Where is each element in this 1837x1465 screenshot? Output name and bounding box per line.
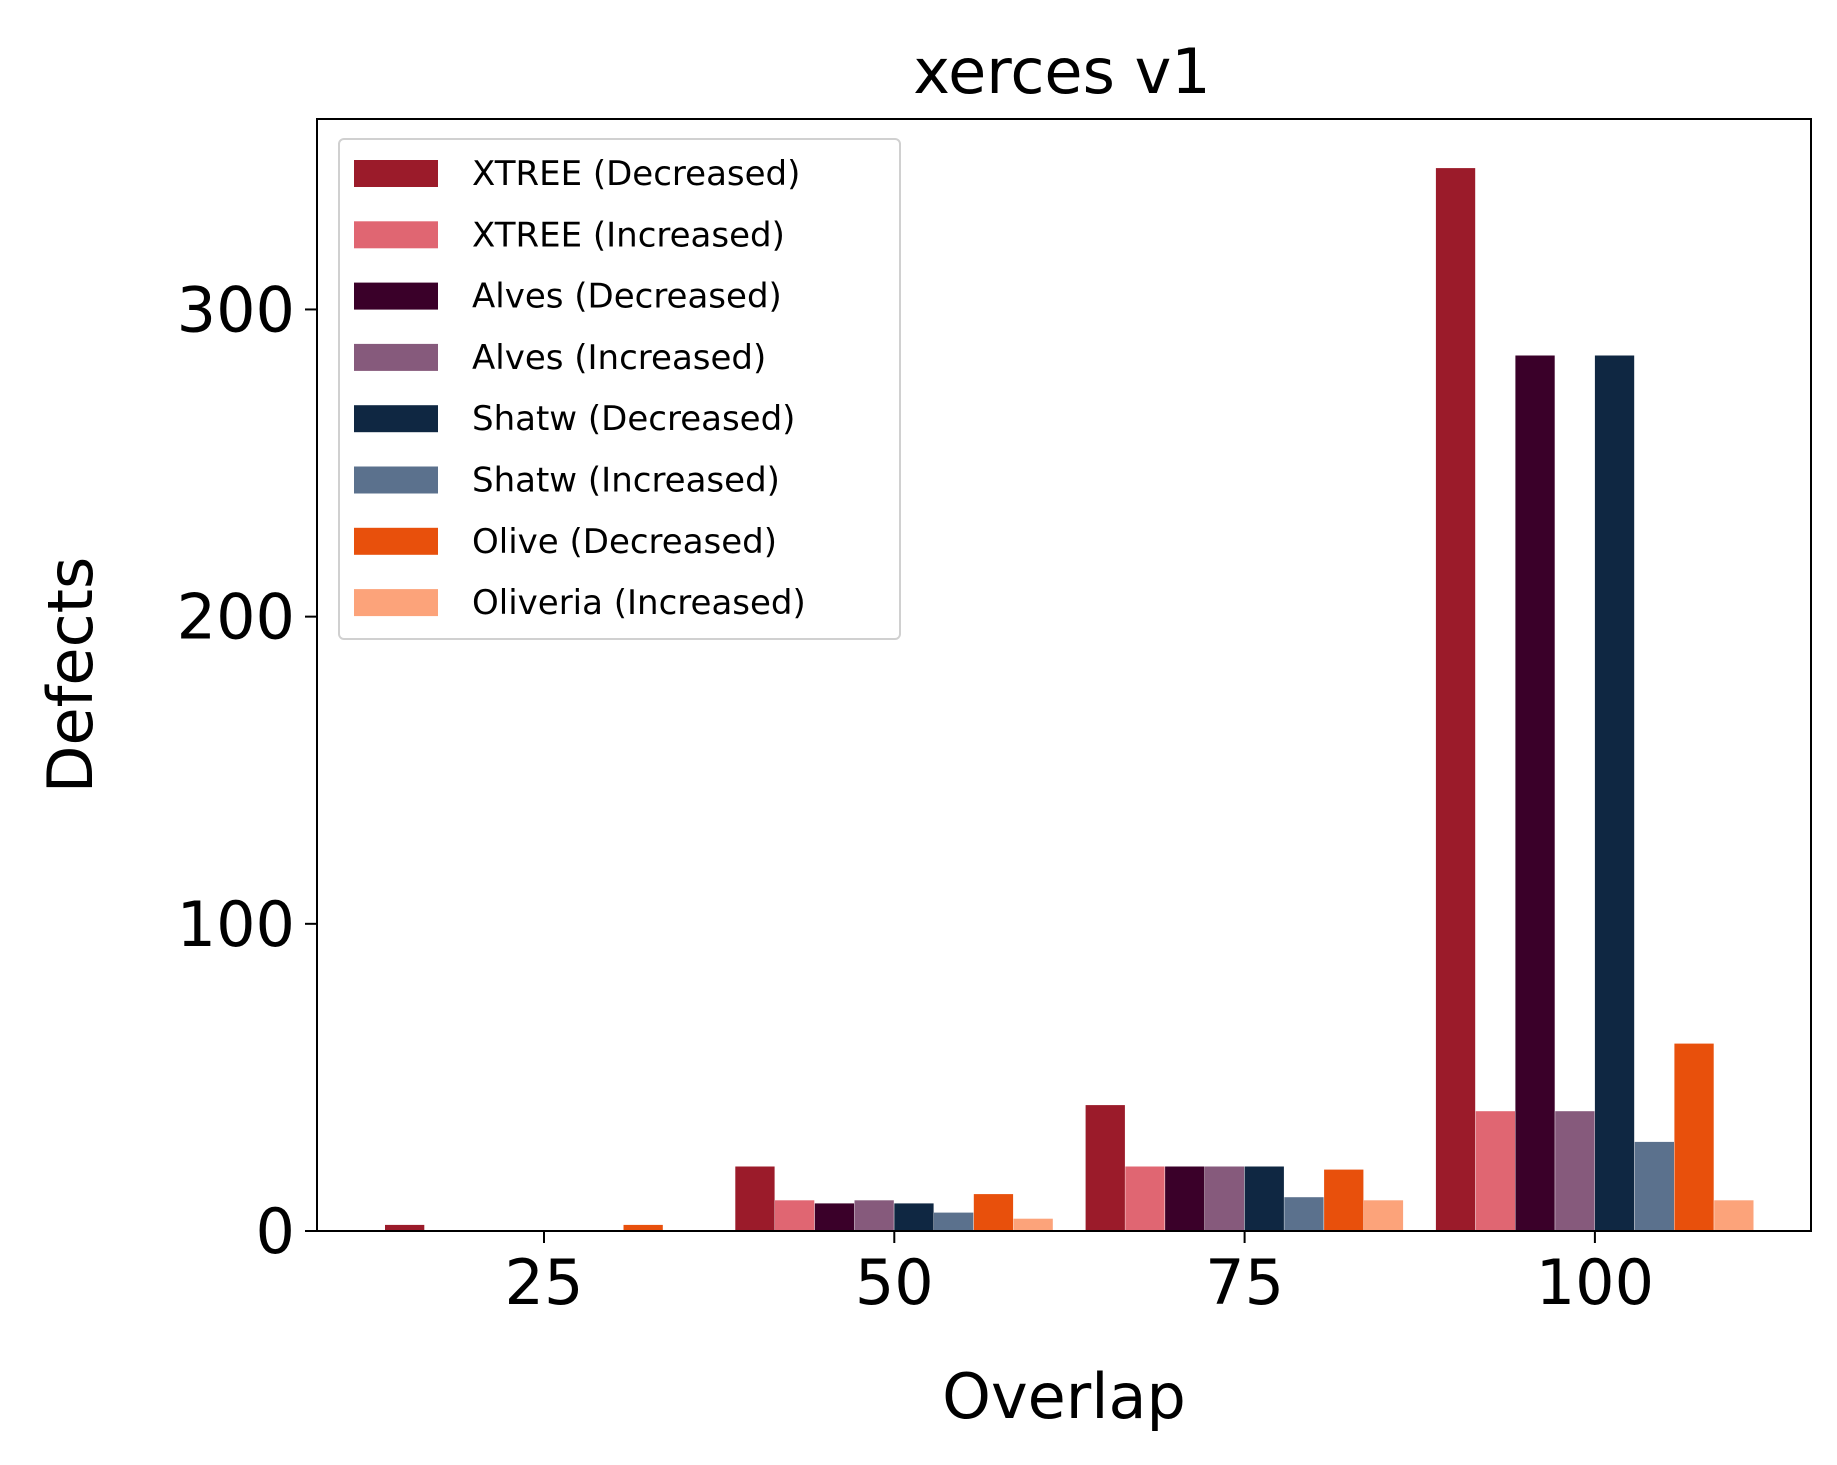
bar-shatw-increased-75 <box>1284 1197 1324 1231</box>
plot-frame <box>316 118 1812 1232</box>
legend-label: Shatw (Increased) <box>472 461 780 501</box>
bar-oliveria-increased-100 <box>1714 1200 1754 1231</box>
bar-shatw-increased-100 <box>1634 1141 1674 1231</box>
x-axis-label: Overlap <box>942 1360 1186 1433</box>
bar-olive-decreased-25 <box>623 1224 663 1231</box>
bar-alves-decreased-75 <box>1165 1166 1205 1231</box>
bar-shatw-decreased-100 <box>1594 355 1635 1231</box>
bar-olive-decreased-75 <box>1324 1169 1364 1231</box>
y-axis-label: Defects <box>34 557 107 794</box>
legend-label: XTREE (Increased) <box>472 215 785 255</box>
legend-swatch <box>354 589 438 617</box>
legend-label: XTREE (Decreased) <box>472 154 800 194</box>
y-axis: 0 100 200 300 <box>177 273 317 1268</box>
bar-xtree-decreased-50 <box>735 1166 775 1231</box>
legend-swatch <box>354 527 438 555</box>
bar-xtree-decreased-100 <box>1435 168 1476 1232</box>
bar-xtree-increased-50 <box>775 1200 815 1231</box>
bar-shatw-increased-50 <box>934 1212 974 1231</box>
legend-swatch <box>354 466 438 494</box>
legend-swatch <box>354 343 438 371</box>
x-tick-label: 50 <box>855 1246 934 1319</box>
legend-swatch <box>354 160 438 187</box>
x-tick-label: 100 <box>1536 1246 1654 1319</box>
bar-olive-decreased-100 <box>1674 1043 1714 1231</box>
bar-alves-decreased-50 <box>814 1203 855 1231</box>
legend-swatch <box>354 282 438 310</box>
legend-label: Alves (Decreased) <box>472 277 782 317</box>
bar-oliveria-increased-50 <box>1013 1218 1053 1231</box>
bar-shatw-decreased-75 <box>1244 1166 1284 1231</box>
x-tick-label: 25 <box>505 1246 584 1319</box>
bar-oliveria-increased-75 <box>1363 1200 1404 1231</box>
bar-xtree-decreased-75 <box>1085 1105 1125 1231</box>
bar-olive-decreased-50 <box>973 1194 1014 1231</box>
legend-label: Alves (Increased) <box>472 338 766 378</box>
bar-xtree-increased-100 <box>1475 1111 1515 1231</box>
legend-label: Shatw (Decreased) <box>472 399 795 439</box>
legend-swatch <box>354 405 438 433</box>
bar-alves-increased-50 <box>854 1200 894 1231</box>
y-tick-label: 0 <box>256 1195 295 1268</box>
chart-title: xerces v1 <box>913 35 1210 108</box>
bar-alves-decreased-100 <box>1515 355 1555 1231</box>
y-tick-label: 200 <box>177 581 295 654</box>
bar-shatw-decreased-50 <box>894 1203 934 1231</box>
y-tick-label: 100 <box>177 888 295 961</box>
x-axis: 25 50 75 100 <box>505 1231 1654 1319</box>
legend-label: Olive (Decreased) <box>472 522 777 562</box>
bar-alves-increased-75 <box>1204 1166 1245 1231</box>
legend-box <box>338 138 901 640</box>
x-tick-label: 75 <box>1205 1246 1284 1319</box>
y-tick-label: 300 <box>177 273 295 346</box>
legend: XTREE (Decreased) XTREE (Increased) Alves … <box>338 138 901 640</box>
bar-xtree-decreased-25 <box>385 1224 425 1231</box>
bar-xtree-increased-75 <box>1125 1166 1165 1231</box>
legend-label: Oliveria (Increased) <box>472 583 806 623</box>
bars-layer <box>385 168 1754 1232</box>
bar-alves-increased-100 <box>1555 1111 1595 1231</box>
legend-swatch <box>354 221 438 249</box>
